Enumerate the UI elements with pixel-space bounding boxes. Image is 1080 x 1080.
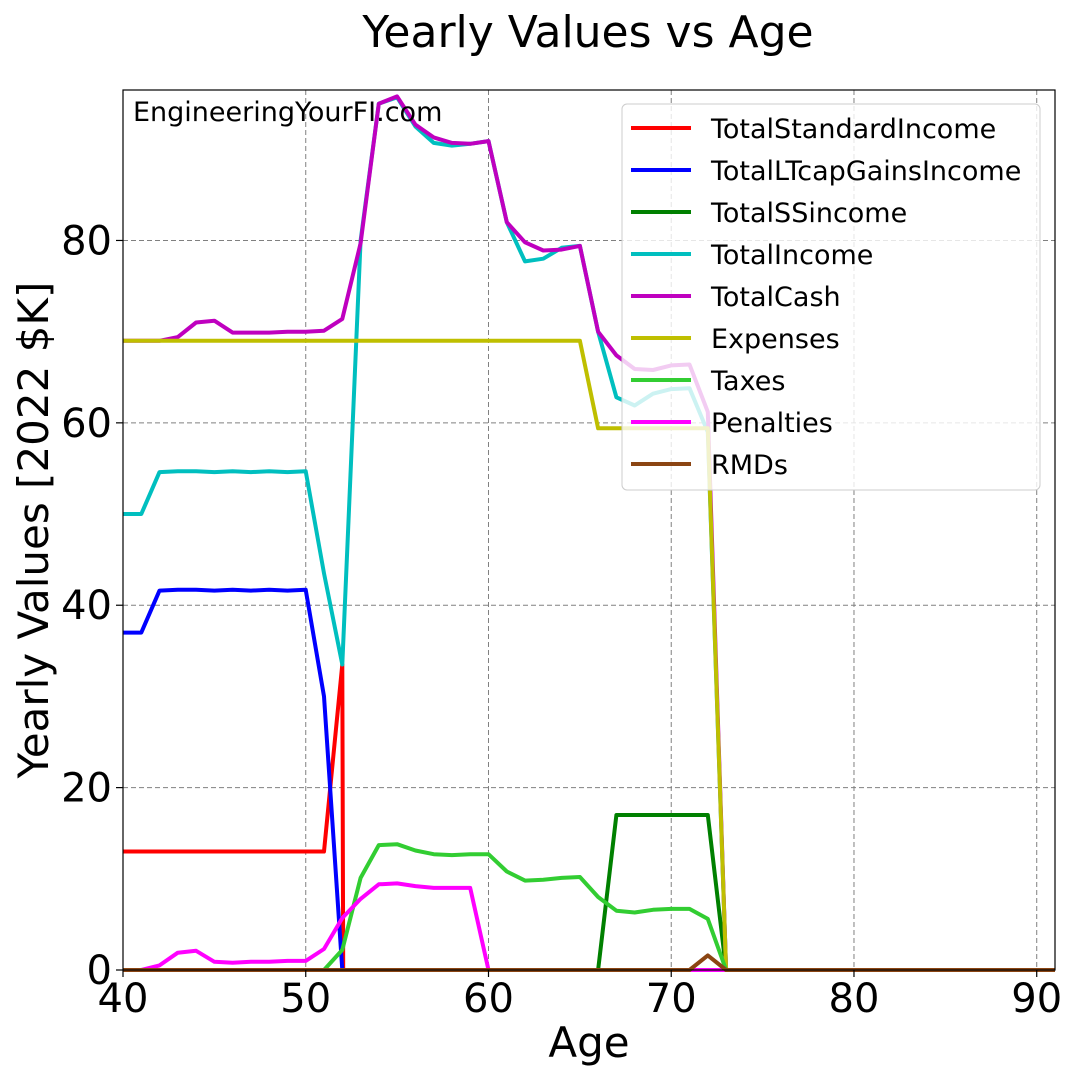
legend-box xyxy=(621,103,1041,491)
x-tick-label: 50 xyxy=(280,976,331,1022)
series-line-taxes xyxy=(123,842,1055,972)
legend-label-totalssincome: TotalSSincome xyxy=(710,198,907,229)
legend-label-penalties: Penalties xyxy=(711,408,833,439)
y-tick-label: 60 xyxy=(61,401,112,447)
x-tick-label: 40 xyxy=(98,976,149,1022)
x-tick-label: 60 xyxy=(463,976,514,1022)
legend-label-totalstandardincome: TotalStandardIncome xyxy=(710,114,996,145)
x-tick-label: 70 xyxy=(646,976,697,1022)
legend-label-rmds: RMDs xyxy=(711,450,788,481)
chart-title: Yearly Values vs Age xyxy=(361,7,813,58)
legend-label-totalltcapgainsincome: TotalLTcapGainsIncome xyxy=(710,156,1021,187)
series-line-penalties xyxy=(123,881,1055,972)
y-tick-label: 40 xyxy=(61,583,112,629)
y-tick-label: 80 xyxy=(61,218,112,264)
y-tick-label: 20 xyxy=(61,766,112,812)
x-axis-label: Age xyxy=(548,1018,629,1067)
watermark: EngineeringYourFI.com xyxy=(133,97,442,128)
series-line-totalssincome xyxy=(123,813,1055,972)
legend-label-totalcash: TotalCash xyxy=(710,282,841,313)
x-tick-label: 80 xyxy=(829,976,880,1022)
legend-label-taxes: Taxes xyxy=(710,366,785,397)
y-tick-label: 0 xyxy=(87,948,112,994)
plot-frame xyxy=(122,89,1056,971)
legend-label-totalincome: TotalIncome xyxy=(710,240,873,271)
y-axis-label: Yearly Values [2022 $K] xyxy=(9,282,58,780)
x-tick-label: 90 xyxy=(1011,976,1062,1022)
legend-label-expenses: Expenses xyxy=(711,324,840,355)
legend: TotalStandardIncome TotalLTcapGainsIncome… xyxy=(621,103,1041,491)
axis-ticks: 40 50 60 70 80 90 0 20 40 60 80 xyxy=(61,218,1062,1022)
series-line-totalltcapgainsincome xyxy=(123,587,1055,972)
